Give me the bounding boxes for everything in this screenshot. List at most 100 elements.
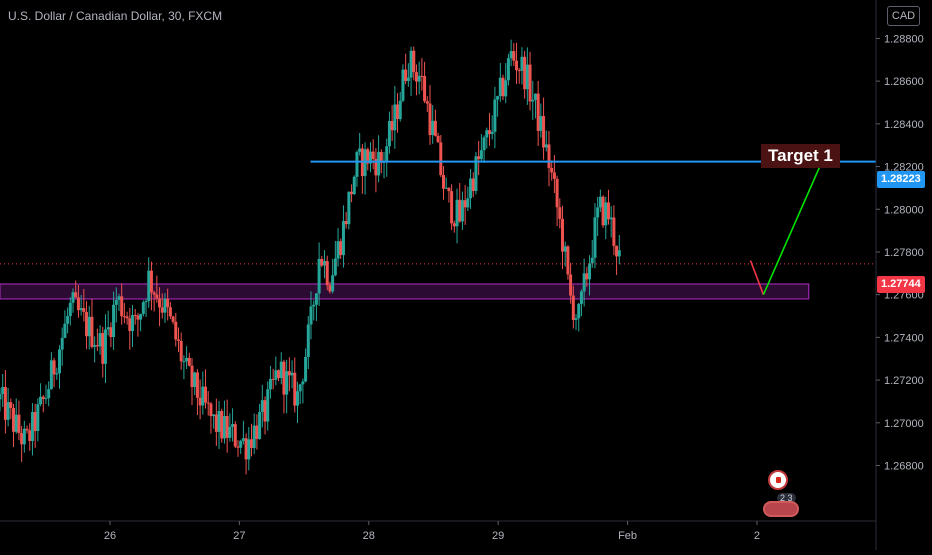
candle-body — [176, 339, 180, 341]
candle-body — [358, 148, 362, 152]
candle-body — [496, 96, 500, 100]
candle-body — [341, 221, 345, 256]
candle-body — [615, 245, 619, 257]
candle-body — [604, 202, 608, 226]
candle-body — [420, 75, 424, 77]
candle-body — [447, 187, 451, 192]
candle-body — [22, 428, 26, 445]
candle-body — [609, 217, 613, 220]
candle-body — [320, 258, 324, 266]
candle-body — [152, 292, 156, 295]
candle-body — [136, 315, 140, 320]
candle-body — [387, 121, 391, 147]
candle-body — [566, 246, 570, 275]
candle-body — [141, 302, 145, 314]
candle-body — [428, 103, 432, 136]
candle-body — [469, 178, 473, 199]
candle-body — [579, 291, 583, 304]
candle-body — [306, 324, 310, 357]
candle-body — [314, 293, 318, 305]
candle-body — [171, 316, 175, 322]
candle-body — [255, 425, 259, 439]
candle-body — [41, 396, 45, 399]
candle-body — [49, 360, 53, 390]
candle-body — [231, 424, 235, 427]
candle-body — [414, 72, 418, 82]
currency-badge[interactable]: CAD — [887, 6, 920, 26]
candle-body — [350, 191, 354, 195]
candle-body — [195, 372, 199, 398]
us-flag-icon[interactable] — [763, 501, 799, 517]
candle-body — [396, 104, 400, 120]
candle-body — [214, 414, 218, 432]
candle-body — [239, 440, 243, 448]
support-zone — [0, 283, 810, 300]
candle-body — [490, 131, 494, 135]
candle-body — [71, 292, 75, 303]
candle-body — [120, 296, 124, 317]
candle-body — [282, 361, 286, 395]
price-tick-label: 1.28800 — [884, 33, 924, 45]
candle-body — [512, 51, 516, 61]
candle-body — [252, 425, 256, 448]
candle-body — [439, 142, 443, 176]
candle-body — [271, 378, 275, 380]
candle-body — [593, 217, 597, 258]
candle-body — [458, 199, 462, 222]
candle-body — [47, 389, 51, 399]
candle-body — [274, 370, 278, 380]
candle-body — [206, 402, 210, 404]
candle-body — [450, 191, 454, 224]
candle-body — [558, 207, 562, 219]
candle-body — [368, 151, 372, 164]
candle-body — [144, 301, 148, 303]
candle-body — [442, 175, 446, 189]
candle-body — [531, 99, 535, 102]
candle-body — [182, 361, 186, 363]
candle-body — [295, 391, 299, 406]
candle-body — [371, 151, 375, 159]
candle-body — [160, 307, 164, 313]
time-tick-label: 28 — [363, 530, 375, 542]
candle-body — [290, 372, 294, 376]
candle-body — [6, 402, 10, 420]
price-tick-label: 1.26800 — [884, 460, 924, 472]
candle-body — [601, 196, 605, 226]
candle-body — [563, 246, 567, 252]
candle-body — [285, 371, 289, 395]
candle-body — [55, 373, 59, 375]
candle-body — [398, 100, 402, 120]
candle-body — [158, 298, 162, 308]
candle-body — [596, 207, 600, 218]
candle-body — [236, 446, 240, 448]
candle-body — [198, 397, 202, 406]
time-tick-label: Feb — [618, 530, 637, 542]
candle-body — [193, 372, 197, 388]
candle-body — [504, 80, 508, 97]
candle-body — [455, 199, 459, 227]
candle-body — [393, 104, 397, 131]
candle-body — [385, 146, 389, 161]
candle-body — [52, 360, 56, 375]
candle-body — [279, 361, 283, 379]
candle-body — [209, 403, 213, 417]
candle-body — [374, 158, 378, 176]
projection-down-leg — [749, 260, 765, 295]
candle-body — [482, 137, 486, 151]
resistance-price-badge: 1.28223 — [877, 171, 925, 188]
candle-body — [204, 386, 208, 403]
candle-body — [606, 202, 610, 220]
candle-body — [485, 130, 489, 138]
candle-body — [128, 318, 132, 332]
candle-body — [109, 327, 113, 337]
candle-body — [147, 270, 151, 302]
candle-body — [131, 315, 135, 332]
candle-body — [201, 386, 205, 406]
candle-body — [569, 274, 573, 296]
news-event-markers[interactable]: 2 3 — [763, 470, 803, 522]
canada-flag-icon[interactable] — [768, 470, 788, 490]
candle-body — [309, 306, 313, 325]
candle-body — [68, 302, 72, 317]
